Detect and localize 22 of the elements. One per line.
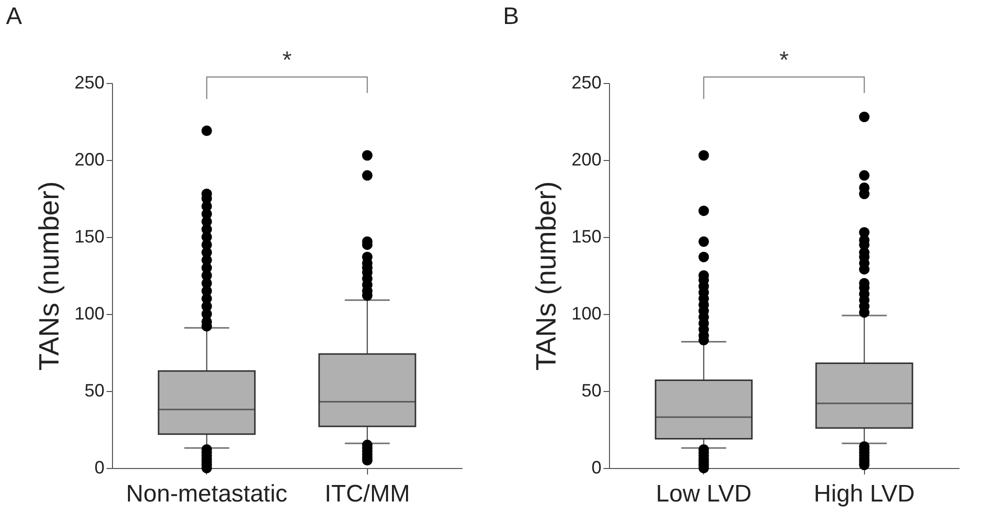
y-tick-label: 150 bbox=[571, 226, 602, 246]
y-tick-label: 150 bbox=[74, 226, 104, 246]
y-axis-title: TANs (number) bbox=[33, 181, 64, 371]
y-tick-label: 0 bbox=[591, 458, 602, 478]
y-tick-label: 200 bbox=[571, 150, 602, 170]
x-tick-label: ITC/MM bbox=[324, 480, 410, 508]
y-tick-label: 250 bbox=[74, 72, 104, 92]
text: * bbox=[282, 47, 292, 74]
y-tick-label: 50 bbox=[581, 380, 602, 400]
y-tick-label: 50 bbox=[84, 380, 104, 400]
y-tick-label: 100 bbox=[571, 304, 602, 324]
y-tick-label: 0 bbox=[94, 458, 104, 478]
y-axis-title: TANs (number) bbox=[530, 181, 562, 371]
text: * bbox=[779, 47, 789, 74]
y-tick-label: 250 bbox=[571, 72, 602, 92]
chart-title: B bbox=[502, 3, 519, 30]
y-tick-label: 200 bbox=[74, 150, 104, 170]
x-tick-label: High LVD bbox=[814, 480, 915, 508]
y-tick-label: 100 bbox=[74, 304, 104, 324]
chart-title: A bbox=[6, 3, 22, 30]
x-tick-label: Non-metastatic bbox=[126, 480, 288, 508]
x-tick-label: Low LVD bbox=[656, 480, 752, 508]
